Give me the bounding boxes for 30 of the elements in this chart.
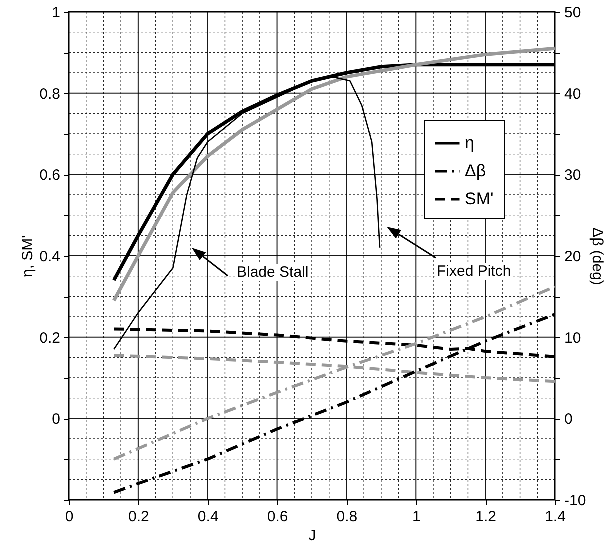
annotation: Blade Stall — [237, 264, 309, 281]
y-axis-title: η, SM' — [20, 235, 37, 278]
x-axis-title: J — [308, 528, 316, 544]
y2-axis-title: Δβ (deg) — [589, 228, 606, 286]
y-tick-label: 0.8 — [40, 86, 60, 103]
y2-tick-label: 10 — [564, 330, 582, 347]
x-tick-label: 0.8 — [336, 508, 358, 526]
legend-label: SM' — [465, 190, 494, 208]
y2-tick-label: 20 — [564, 248, 582, 266]
annotation: Fixed Pitch — [437, 263, 512, 280]
x-tick-label: 1 — [412, 508, 421, 526]
legend-label: Δβ — [465, 162, 486, 180]
line-series — [112, 285, 555, 461]
x-tick-label: 0 — [65, 508, 74, 526]
legend-label: η — [465, 134, 474, 152]
y-tick-label: 1 — [52, 4, 60, 22]
x-tick-label: 0.4 — [198, 508, 219, 526]
y2-tick-label: 0 — [564, 411, 573, 428]
y2-tick-label: -10 — [564, 492, 586, 510]
x-tick-label: 1.2 — [476, 508, 496, 526]
x-tick-label: 0.6 — [267, 508, 288, 526]
x-tick-label: 0.2 — [128, 508, 150, 526]
y-tick-label: 0 — [52, 411, 60, 428]
y-tick-label: 0.2 — [40, 330, 60, 347]
y-tick-label: 0.4 — [40, 248, 60, 266]
y2-tick-label: 30 — [564, 167, 582, 184]
y-tick-label: 0.6 — [40, 167, 60, 184]
x-tick-label: 1.4 — [545, 508, 566, 526]
y2-tick-label: 40 — [564, 86, 582, 103]
y2-tick-label: 50 — [564, 4, 582, 22]
